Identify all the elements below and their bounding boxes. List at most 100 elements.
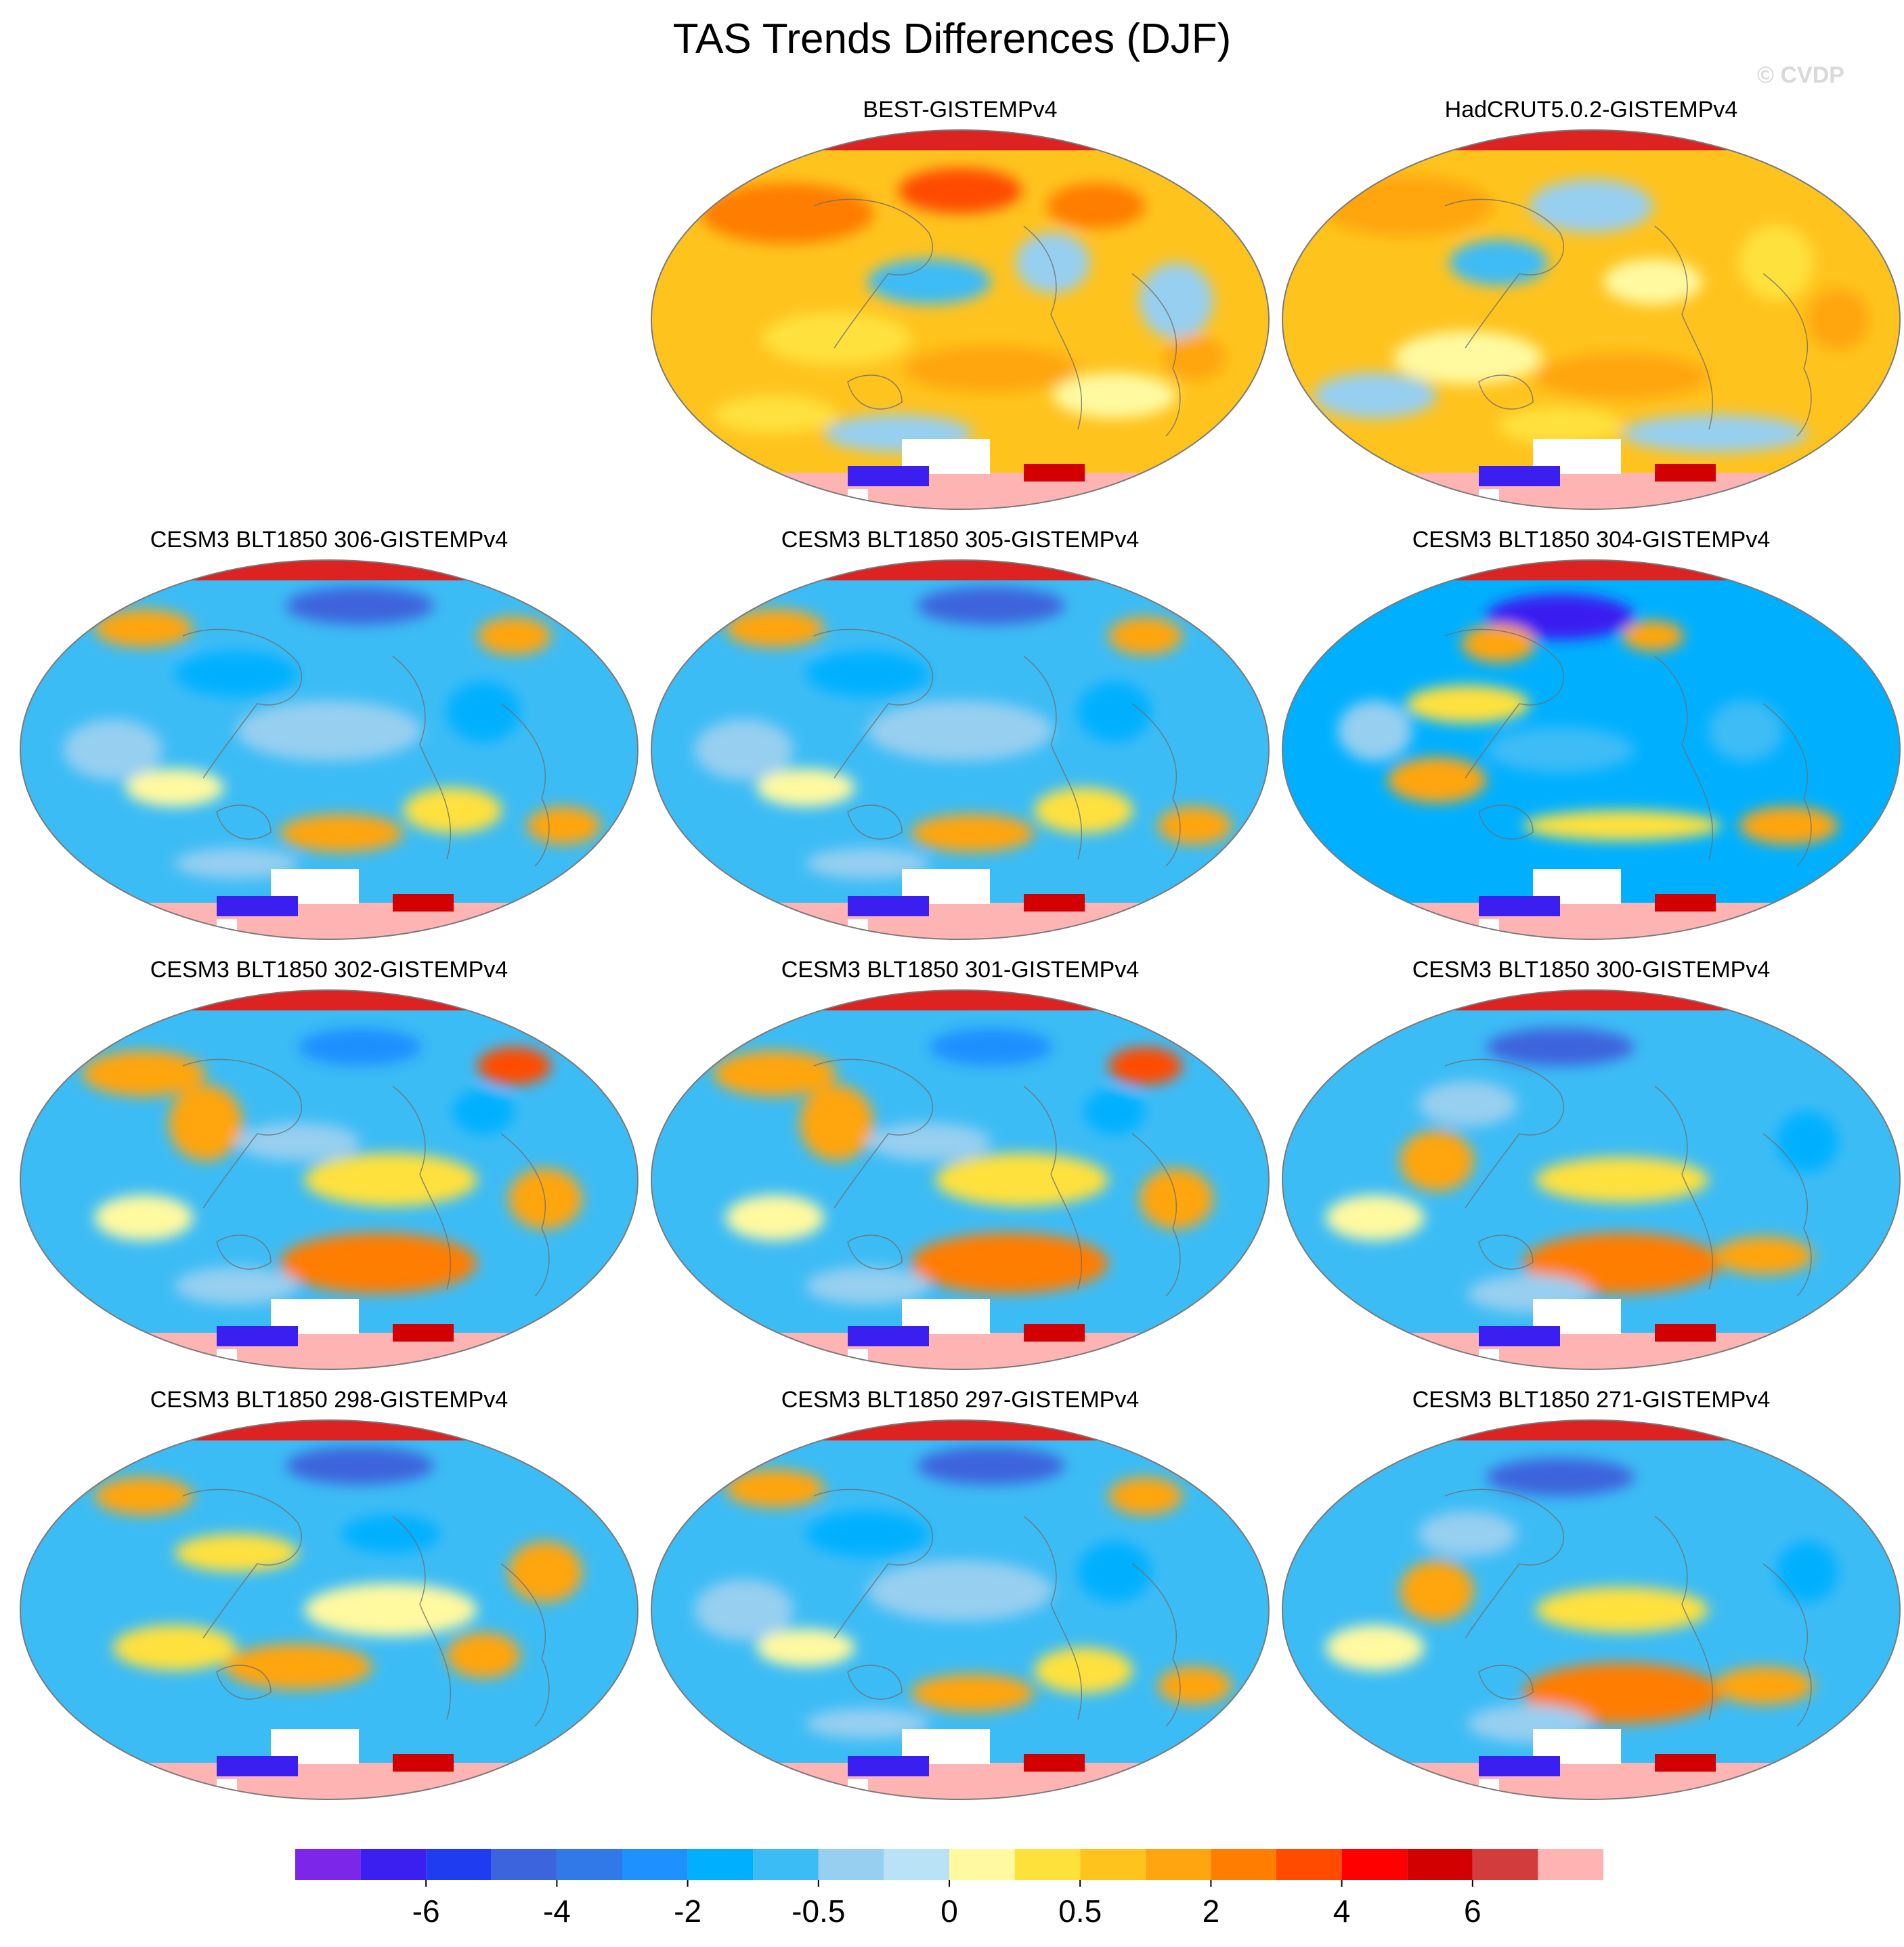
arctic-band bbox=[20, 560, 638, 580]
anomaly-region bbox=[1325, 1625, 1425, 1671]
robinson-map bbox=[1282, 129, 1901, 510]
arctic-band bbox=[651, 990, 1269, 1010]
anomaly-region bbox=[1046, 183, 1146, 229]
anomaly-region bbox=[63, 719, 163, 780]
panel-title: CESM3 BLT1850 300-GISTEMPv4 bbox=[1412, 957, 1771, 983]
anomaly-region bbox=[1486, 594, 1635, 640]
anomaly-region bbox=[341, 1515, 441, 1553]
anomaly-region bbox=[168, 1085, 243, 1161]
anomaly-region bbox=[1157, 807, 1232, 844]
robinson-map bbox=[1282, 1419, 1901, 1800]
anomaly-region bbox=[175, 651, 299, 697]
arctic-band bbox=[20, 990, 638, 1010]
arctic-band bbox=[20, 1420, 638, 1440]
anomaly-region bbox=[477, 617, 552, 655]
antarctic-band bbox=[651, 473, 1269, 509]
panel-title: CESM3 BLT1850 302-GISTEMPv4 bbox=[150, 957, 509, 983]
anomaly-region bbox=[1400, 1560, 1474, 1621]
colorbar-tick-label: -2 bbox=[674, 1893, 701, 1929]
map-panel: HadCRUT5.0.2-GISTEMPv4 bbox=[1276, 95, 1904, 515]
colorbar-segment bbox=[1407, 1849, 1473, 1880]
anomaly-region bbox=[446, 681, 521, 742]
anomaly-region bbox=[1139, 263, 1213, 339]
anomaly-region bbox=[1077, 1541, 1152, 1602]
anomaly-region bbox=[917, 586, 1066, 625]
anomaly-region bbox=[867, 1123, 991, 1161]
colorbar-segment bbox=[1080, 1849, 1146, 1880]
anomaly-region bbox=[1486, 727, 1635, 773]
anomaly-region bbox=[1535, 1157, 1709, 1203]
panel-title: CESM3 BLT1850 297-GISTEMPv4 bbox=[781, 1387, 1140, 1413]
antarctic-band bbox=[20, 1333, 638, 1369]
anomaly-region bbox=[806, 651, 930, 697]
arctic-band bbox=[651, 560, 1269, 580]
colorbar-tick-label: -6 bbox=[412, 1893, 440, 1929]
anomaly-region bbox=[1406, 685, 1530, 723]
anomaly-region bbox=[725, 609, 825, 647]
anomaly-region bbox=[917, 1447, 1066, 1485]
arctic-band bbox=[1282, 1420, 1900, 1440]
anomaly-region bbox=[94, 609, 194, 647]
anomaly-region bbox=[694, 719, 794, 780]
anomaly-region bbox=[298, 1028, 422, 1066]
antarctic-band bbox=[651, 1333, 1269, 1369]
colorbar-segment bbox=[557, 1849, 622, 1880]
anomaly-region bbox=[1016, 232, 1090, 293]
anomaly-region bbox=[935, 1153, 1108, 1207]
anomaly-region bbox=[1461, 624, 1536, 663]
anomaly-region bbox=[112, 1625, 237, 1671]
anomaly-region bbox=[1739, 225, 1814, 301]
colorbar-tick-label: 0.5 bbox=[1058, 1893, 1102, 1929]
anomaly-region bbox=[1325, 1195, 1425, 1241]
robinson-map bbox=[651, 129, 1270, 510]
panel-title: CESM3 BLT1850 301-GISTEMPv4 bbox=[781, 957, 1140, 983]
anomaly-region bbox=[280, 1233, 477, 1293]
colorbar-tick-label: 6 bbox=[1464, 1893, 1481, 1929]
antarctic-band bbox=[1282, 1763, 1900, 1799]
anomaly-region bbox=[526, 807, 601, 844]
anomaly-region bbox=[904, 346, 1078, 392]
anomaly-region bbox=[175, 1266, 299, 1305]
anomaly-region bbox=[1418, 1081, 1517, 1127]
anomaly-region bbox=[94, 1477, 194, 1515]
anomaly-region bbox=[1714, 1667, 1814, 1705]
anomaly-region bbox=[1108, 1047, 1183, 1085]
anomaly-region bbox=[508, 1541, 582, 1602]
anomaly-region bbox=[446, 1632, 521, 1678]
anomaly-region bbox=[94, 1195, 194, 1241]
colorbar-segment bbox=[1145, 1849, 1211, 1880]
anomaly-region bbox=[223, 1644, 372, 1690]
anomaly-region bbox=[1622, 620, 1684, 651]
anomaly-region bbox=[1083, 1088, 1146, 1134]
anomaly-region bbox=[1157, 1667, 1232, 1705]
anomaly-region bbox=[929, 1028, 1053, 1066]
colorbar-segment bbox=[818, 1849, 884, 1880]
map-panel: CESM3 BLT1850 301-GISTEMPv4 bbox=[645, 955, 1276, 1375]
antarctic-band bbox=[20, 903, 638, 939]
panel-title: CESM3 BLT1850 305-GISTEMPv4 bbox=[781, 527, 1140, 553]
robinson-map bbox=[20, 1419, 639, 1800]
anomaly-region bbox=[452, 1088, 515, 1134]
anomaly-region bbox=[756, 769, 855, 807]
anomaly-region bbox=[1498, 406, 1622, 445]
anomaly-region bbox=[286, 1447, 435, 1485]
arctic-band bbox=[1282, 560, 1900, 580]
anomaly-region bbox=[236, 1123, 360, 1161]
anomaly-region bbox=[898, 168, 1022, 214]
antarctic-band bbox=[1282, 903, 1900, 939]
anomaly-region bbox=[1523, 1663, 1721, 1724]
robinson-map bbox=[20, 559, 639, 940]
colorbar-segment bbox=[622, 1849, 688, 1880]
anomaly-region bbox=[806, 1266, 930, 1305]
panel-title: CESM3 BLT1850 298-GISTEMPv4 bbox=[150, 1387, 509, 1413]
anomaly-region bbox=[756, 1629, 855, 1667]
arctic-band bbox=[651, 1420, 1269, 1440]
map-panel: CESM3 BLT1850 300-GISTEMPv4 bbox=[1276, 955, 1904, 1375]
anomaly-region bbox=[1400, 1130, 1474, 1191]
anomaly-region bbox=[286, 586, 435, 625]
colorbar-segment bbox=[295, 1849, 361, 1880]
anomaly-region bbox=[1708, 700, 1783, 761]
map-panel: CESM3 BLT1850 305-GISTEMPv4 bbox=[645, 525, 1276, 945]
anomaly-region bbox=[1486, 1458, 1635, 1496]
map-panel: CESM3 BLT1850 271-GISTEMPv4 bbox=[1276, 1385, 1904, 1805]
